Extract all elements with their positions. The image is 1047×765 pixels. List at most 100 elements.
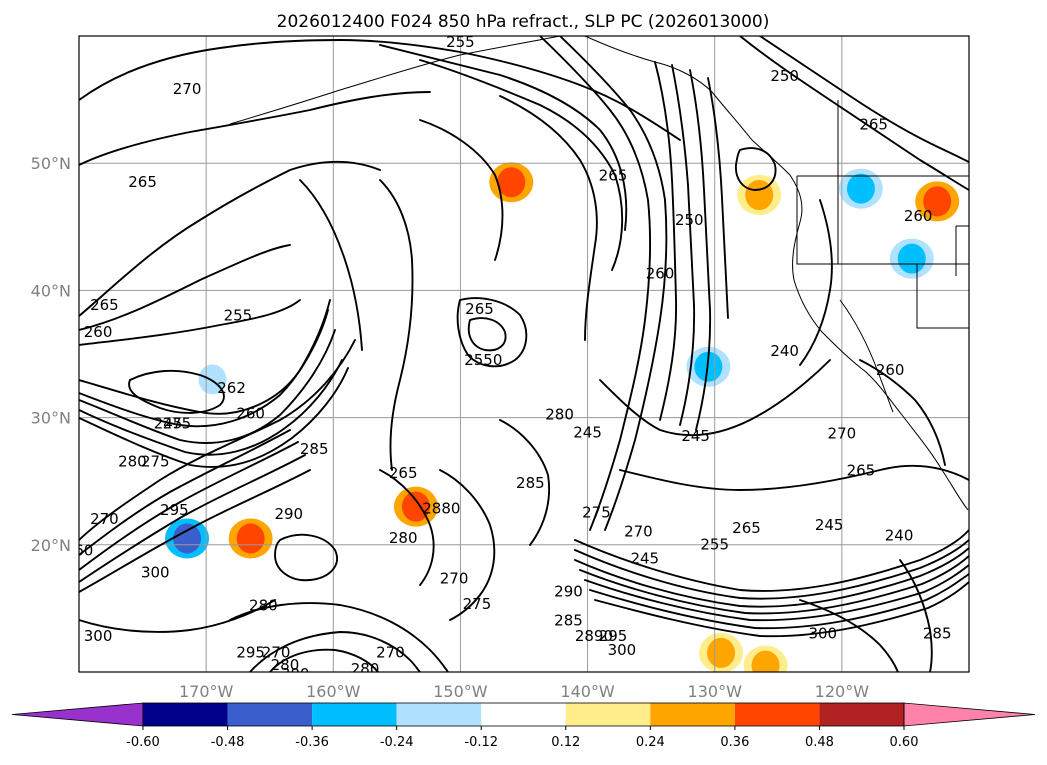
contour-label: 270 bbox=[173, 80, 202, 98]
contour-label: 285 bbox=[554, 612, 583, 630]
contour-label: 285 bbox=[516, 474, 545, 492]
contour-label: 250 bbox=[770, 67, 799, 85]
colorbar-segment bbox=[565, 703, 651, 726]
colorbar-segment bbox=[650, 703, 735, 726]
contour-label: 255 bbox=[700, 535, 729, 553]
colorbar-segment bbox=[734, 703, 820, 726]
contour-label: 265 bbox=[847, 462, 876, 480]
coastlines bbox=[229, 36, 969, 511]
contour-label: 275 bbox=[582, 504, 611, 522]
contour-label: 300 bbox=[84, 627, 113, 645]
contour-label: 275 bbox=[463, 595, 492, 613]
contour-label: 280 bbox=[389, 529, 418, 547]
contour-label: 295 bbox=[599, 627, 628, 645]
contour-label: 280 bbox=[351, 660, 380, 678]
contour-label: 245 bbox=[681, 427, 710, 445]
contour-label: 255 bbox=[446, 33, 475, 51]
shaded-feature bbox=[236, 523, 265, 554]
colorbar-segment bbox=[227, 703, 313, 726]
contour-label: 245 bbox=[630, 549, 659, 567]
contour-label: 270 bbox=[828, 425, 857, 443]
lat-tick-label: 30°N bbox=[31, 409, 71, 428]
lat-tick-label: 20°N bbox=[31, 536, 71, 555]
shaded-feature bbox=[897, 243, 926, 274]
contour-label: 260 bbox=[904, 207, 933, 225]
contour-label: 270 bbox=[440, 570, 469, 588]
colorbar-tick-label: 0.12 bbox=[551, 735, 580, 750]
contour-label: 245 bbox=[815, 516, 844, 534]
lat-tick-label: 40°N bbox=[31, 281, 71, 300]
contour-label: 2550 bbox=[464, 351, 502, 369]
contour-label: 245 bbox=[573, 423, 602, 441]
colorbar-segment bbox=[312, 703, 397, 726]
shaded-feature bbox=[751, 650, 780, 672]
chart-title: 2026012400 F024 850 hPa refract., SLP PC… bbox=[277, 12, 770, 32]
contour-label: 255 bbox=[224, 306, 253, 324]
contour-label: 300 bbox=[281, 665, 310, 683]
contour-label: 240 bbox=[770, 342, 799, 360]
colorbar-arrow-low bbox=[11, 702, 144, 727]
shaded-feature bbox=[173, 523, 202, 554]
longitude-labels: 170°W 160°W 150°W 140°W 130°W 120°W bbox=[179, 682, 869, 701]
map-area: 255 270 265 265 250 265 260 250 260 265 255 265 260 2… bbox=[65, 33, 969, 683]
map-frame bbox=[78, 35, 970, 673]
lon-tick-label: 130°W bbox=[688, 682, 743, 701]
contour-label: 275 bbox=[163, 414, 192, 432]
contour-label: 285 bbox=[300, 440, 329, 458]
shaded-feature bbox=[923, 186, 952, 217]
lon-tick-label: 170°W bbox=[179, 682, 234, 701]
colorbar-tick-label: 0.24 bbox=[636, 735, 665, 750]
contour-labels: 255 270 265 265 250 265 260 250 260 265 255 265 260 2… bbox=[65, 33, 952, 683]
shaded-feature bbox=[497, 167, 526, 198]
contour-label: 265 bbox=[465, 300, 494, 318]
colorbar-segment bbox=[143, 703, 228, 726]
gridlines bbox=[79, 36, 969, 672]
contour-label: 290 bbox=[274, 505, 303, 523]
colorbar-segment bbox=[396, 703, 482, 726]
contour-label: 290 bbox=[554, 582, 583, 600]
colorbar-tick-label: 0.60 bbox=[890, 735, 919, 750]
colorbar-segment bbox=[481, 703, 566, 726]
colorbar-tick-label: 0.36 bbox=[720, 735, 749, 750]
contour-label: 260 bbox=[876, 361, 905, 379]
colorbar-tick-label: -0.48 bbox=[211, 735, 245, 750]
contour-label: 270 bbox=[90, 510, 119, 528]
contour-label: 260 bbox=[84, 323, 113, 341]
contour-label: 280 bbox=[249, 596, 278, 614]
contour-label: 265 bbox=[128, 173, 157, 191]
contour-label: 260 bbox=[65, 542, 94, 560]
contour-label: 250 bbox=[675, 211, 704, 229]
lat-tick-label: 50°N bbox=[31, 154, 71, 173]
lon-tick-label: 120°W bbox=[815, 682, 870, 701]
colorbar-tick-label: -0.36 bbox=[295, 735, 329, 750]
colorbar-tick-label: 0.48 bbox=[805, 735, 834, 750]
latitude-labels: 50°N 40°N 30°N 20°N bbox=[31, 154, 71, 555]
contour-label: 280 bbox=[118, 453, 147, 471]
colorbar-segment bbox=[819, 703, 904, 726]
colorbar: -0.60 -0.48 -0.36 -0.24 -0.12 0.12 0.24 0.36 0.4… bbox=[11, 702, 1036, 750]
contour-label: 270 bbox=[376, 643, 405, 661]
contour-label: 2890 bbox=[575, 627, 613, 645]
contour-label: 260 bbox=[646, 264, 675, 282]
contour-label: 300 bbox=[808, 624, 837, 642]
colorbar-tick-label: -0.60 bbox=[126, 735, 160, 750]
contour-label: 265 bbox=[599, 166, 628, 184]
contour-label: 245 bbox=[154, 414, 183, 432]
contour-label: 265 bbox=[90, 296, 119, 314]
colorbar-arrow-high bbox=[903, 702, 1036, 727]
shaded-feature bbox=[707, 637, 736, 668]
contour-label: 265 bbox=[389, 464, 418, 482]
slp-contours bbox=[79, 36, 969, 672]
contour-label: 262 bbox=[217, 379, 246, 397]
contour-label: 280 bbox=[271, 656, 300, 674]
contour-label: 265 bbox=[859, 116, 888, 134]
contour-label: 2880 bbox=[422, 500, 460, 518]
contour-label: 285 bbox=[923, 624, 952, 642]
refractivity-shading bbox=[165, 162, 960, 672]
colorbar-tick-label: -0.12 bbox=[464, 735, 498, 750]
contour-label: 295 bbox=[160, 501, 189, 519]
shaded-feature bbox=[401, 491, 430, 522]
contour-label: 275 bbox=[141, 453, 170, 471]
lon-tick-label: 160°W bbox=[306, 682, 361, 701]
